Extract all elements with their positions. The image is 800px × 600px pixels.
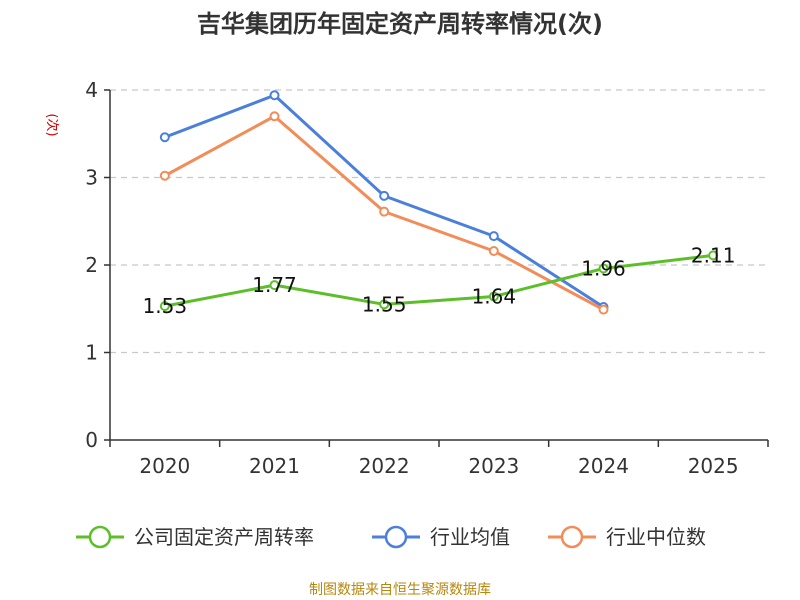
data-point	[159, 170, 170, 181]
y-tick-label: 3	[85, 166, 98, 190]
data-point	[379, 190, 390, 201]
x-tick-label: 2021	[249, 454, 300, 478]
y-axis-label: (次)	[44, 113, 60, 136]
data-label: 1.77	[252, 273, 297, 297]
data-label: 1.96	[581, 257, 626, 281]
y-tick-label: 1	[85, 341, 98, 365]
data-label: 1.64	[472, 285, 517, 309]
x-tick-label: 2024	[578, 454, 629, 478]
data-point	[379, 299, 390, 310]
y-tick-label: 0	[85, 428, 98, 452]
legend-label: 公司固定资产周转率	[134, 525, 314, 549]
y-tick-label: 2	[85, 253, 98, 277]
data-point	[269, 280, 280, 291]
data-point	[379, 206, 390, 217]
x-tick-label: 2020	[139, 454, 190, 478]
data-point	[598, 304, 609, 315]
data-point	[159, 301, 170, 312]
legend[interactable]: 公司固定资产周转率 行业均值 行业中位数	[76, 525, 706, 549]
data-point	[708, 250, 719, 261]
y-tick-label: 4	[85, 78, 98, 102]
legend-label: 行业均值	[430, 525, 510, 549]
source-note: 制图数据来自恒生聚源数据库	[309, 582, 491, 598]
axes: 0 1 2 3 4 2020 2021 2022 2023 2024 2025	[85, 78, 769, 478]
x-tick-label: 2023	[468, 454, 519, 478]
chart-title: 吉华集团历年固定资产周转率情况(次)	[197, 10, 603, 38]
data-label: 2.11	[691, 243, 736, 267]
data-point	[488, 246, 499, 256]
legend-marker	[384, 525, 408, 549]
legend-item-0[interactable]: 公司固定资产周转率	[76, 525, 314, 549]
legend-marker	[560, 525, 584, 549]
x-tick-label: 2025	[688, 454, 739, 478]
legend-item-2[interactable]: 行业中位数	[548, 525, 706, 549]
series-line-0	[164, 253, 714, 308]
series-group: 1.53 1.77 1.55 1.64 1.96 2.11	[143, 90, 736, 318]
data-label: 1.55	[362, 292, 407, 316]
legend-marker	[88, 525, 112, 549]
data-point	[488, 231, 499, 242]
data-point	[598, 263, 609, 274]
data-point	[488, 291, 499, 302]
legend-label: 行业中位数	[606, 525, 706, 549]
data-point	[269, 90, 280, 101]
x-tick-label: 2022	[359, 454, 410, 478]
data-point	[159, 132, 170, 143]
data-label: 1.53	[143, 294, 188, 318]
legend-item-1[interactable]: 行业均值	[372, 525, 510, 549]
data-point	[269, 111, 280, 122]
grid-lines	[110, 89, 768, 354]
